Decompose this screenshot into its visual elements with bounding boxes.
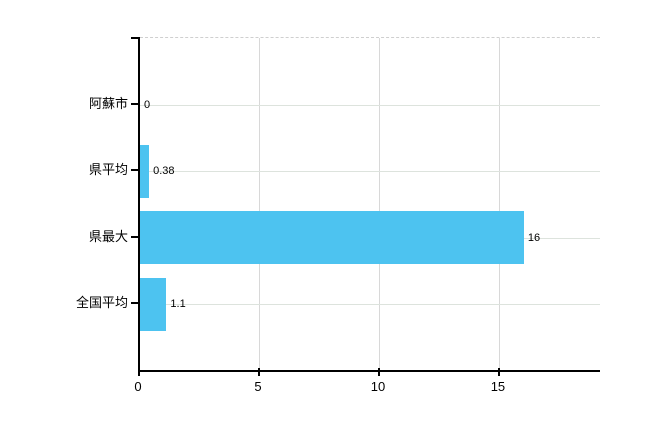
value-label: 16	[527, 231, 541, 244]
row-gridline	[140, 171, 600, 173]
vertical-gridline	[258, 38, 260, 371]
x-axis-tick	[497, 368, 500, 376]
bar	[140, 211, 524, 265]
value-label: 1.1	[170, 298, 186, 311]
value-label: 0.38	[153, 165, 175, 178]
category-tick	[131, 169, 138, 172]
category-tick	[131, 235, 138, 238]
x-axis-tick-label: 15	[490, 379, 506, 394]
x-axis-tick-label: 10	[370, 379, 386, 394]
bar	[140, 277, 167, 331]
x-axis-tick-label: 0	[134, 379, 142, 394]
bar-chart: 0 0.38 16 1.1 0 5 10 15 阿蘇市県平均県最大全国平均	[40, 16, 650, 416]
value-label: 0	[144, 98, 151, 111]
bar	[140, 144, 150, 198]
category-label: 全国平均	[75, 295, 128, 311]
row-gridline	[140, 304, 600, 306]
y-axis	[138, 37, 140, 370]
category-label: 阿蘇市	[88, 95, 128, 111]
y-axis-top-tick	[131, 37, 138, 39]
plot-area: 0 0.38 16 1.1	[140, 37, 600, 371]
x-axis-tick	[377, 368, 380, 376]
vertical-gridline	[378, 38, 380, 371]
category-label: 県最大	[88, 228, 128, 244]
x-axis-tick	[138, 368, 140, 376]
category-label: 県平均	[88, 162, 128, 178]
row-gridline	[140, 104, 600, 106]
x-axis	[138, 370, 600, 372]
x-axis-tick	[257, 368, 260, 376]
vertical-gridline	[498, 38, 500, 371]
x-axis-tick-label: 5	[254, 379, 262, 394]
category-tick	[131, 102, 138, 105]
category-tick	[131, 302, 138, 305]
